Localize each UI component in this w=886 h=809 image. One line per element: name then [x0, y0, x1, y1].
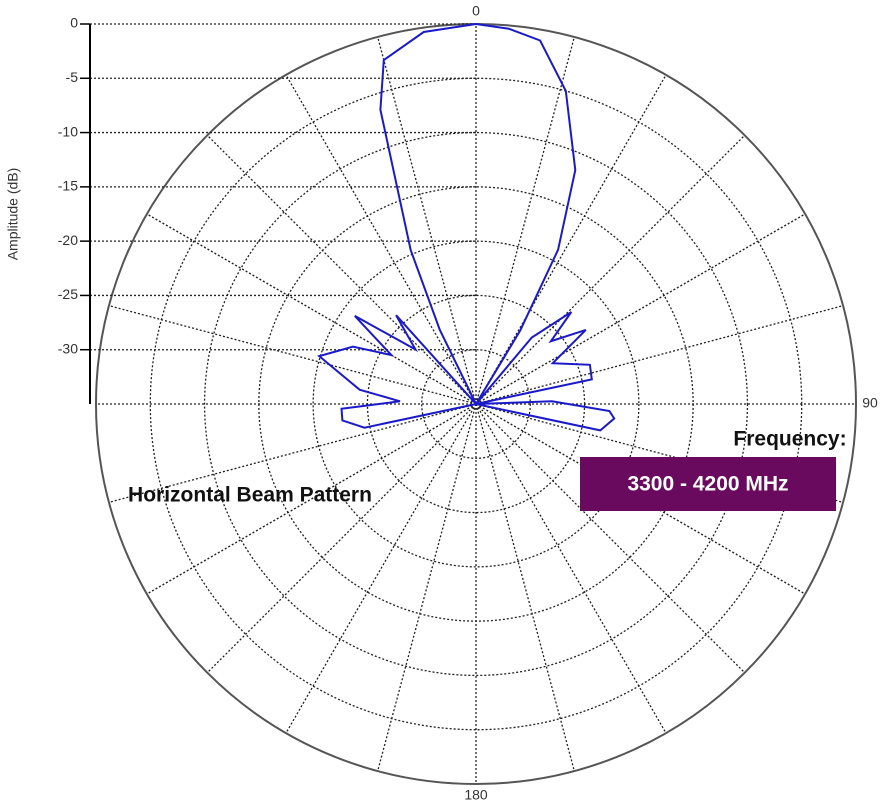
theta-tick-label: 0: [472, 3, 480, 19]
theta-grid-line: [475, 134, 746, 405]
annotation-box: [580, 457, 836, 511]
theta-grid-line: [475, 403, 575, 772]
theta-grid-line: [377, 403, 477, 772]
theta-grid-line: [475, 36, 575, 405]
r-grid-ring: [366, 294, 586, 514]
theta-grid-line: [475, 403, 667, 734]
theta-grid-line: [206, 403, 477, 674]
r-axis-label: Amplitude (dB): [5, 168, 21, 261]
theta-grid-line: [206, 134, 477, 405]
theta-grid-line: [475, 403, 746, 674]
theta-tick-label: 180: [464, 787, 488, 803]
theta-grid-line: [108, 305, 477, 405]
theta-grid-line: [475, 74, 667, 405]
annotation: 3300 - 4200 MHz: [627, 473, 788, 496]
r-grid-ring: [203, 131, 749, 677]
r-grid-ring: [258, 186, 694, 622]
r-tick-label: -15: [58, 178, 78, 194]
theta-grid-line: [108, 403, 477, 503]
r-tick-label: -25: [58, 286, 78, 302]
r-tick-label: -30: [58, 340, 78, 356]
r-tick-label: -10: [58, 123, 78, 139]
theta-grid-line: [475, 213, 806, 405]
theta-grid-line: [146, 403, 477, 595]
r-tick-label: -5: [66, 69, 79, 85]
theta-tick-label: 90: [862, 395, 878, 411]
theta-grid-line: [146, 213, 477, 405]
r-grid-ring: [312, 240, 640, 568]
theta-grid-line: [285, 74, 477, 405]
annotation: Frequency:: [733, 428, 846, 451]
theta-grid-line: [285, 403, 477, 734]
r-grid-ring: [149, 77, 803, 731]
chart-title: Horizontal Beam Pattern: [128, 484, 372, 507]
theta-grid-line: [377, 36, 477, 405]
r-grid-ring: [421, 349, 531, 459]
theta-grid-line: [475, 305, 844, 405]
r-tick-label: 0: [70, 15, 78, 31]
r-tick-label: -20: [58, 232, 78, 248]
pattern-line: [317, 23, 616, 432]
